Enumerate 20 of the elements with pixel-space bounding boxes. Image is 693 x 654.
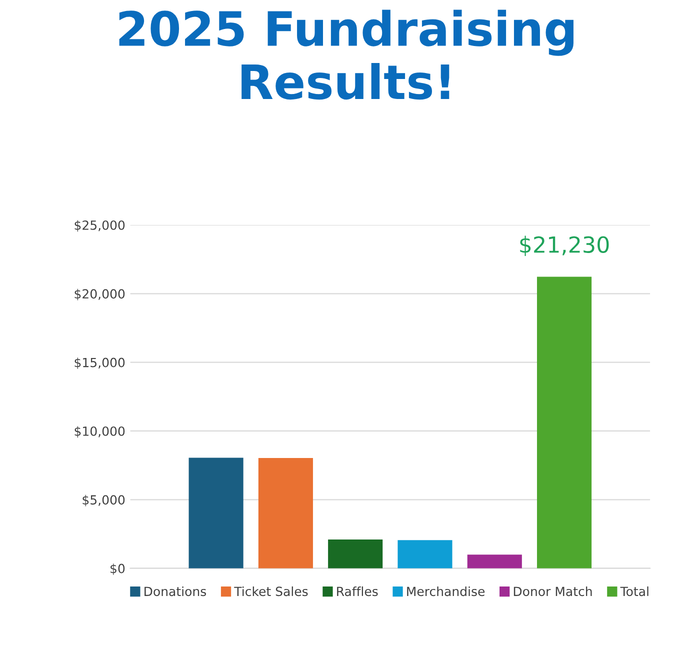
y-tick-label: $15,000 (74, 358, 125, 369)
bar (536, 276, 592, 568)
legend-label: Donations (144, 586, 206, 596)
y-tick-label: $5,000 (82, 494, 125, 506)
legend-label: Ticket Sales (234, 586, 308, 596)
legend-label: Total (620, 586, 648, 596)
legend-label: Raffles (337, 586, 378, 596)
bar (188, 458, 244, 568)
bar (398, 540, 452, 568)
chart-title: 2025 Fundraising Results! (119, 10, 574, 100)
y-tick-label: $25,000 (74, 220, 125, 232)
legend-label: Merchandise (407, 586, 485, 596)
y-tick-label: $20,000 (74, 288, 125, 300)
bar (258, 458, 313, 568)
legend-label: Donor Match (514, 586, 592, 596)
bar (328, 539, 383, 568)
data-label: $21,230 (520, 236, 609, 256)
y-tick-label: $10,000 (74, 426, 125, 438)
y-tick-label: $0 (110, 564, 125, 575)
bar (467, 554, 522, 568)
